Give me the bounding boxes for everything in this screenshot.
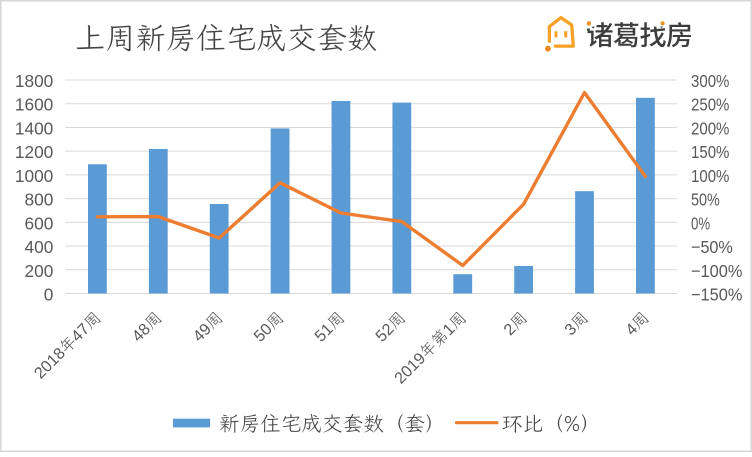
svg-text:250%: 250% [691, 95, 730, 115]
svg-text:1800: 1800 [15, 71, 54, 91]
svg-text:600: 600 [25, 213, 54, 233]
svg-text:−100%: −100% [691, 261, 743, 281]
svg-text:100%: 100% [691, 166, 730, 186]
svg-text:800: 800 [25, 190, 54, 210]
svg-text:0%: 0% [691, 213, 710, 233]
svg-text:−150%: −150% [691, 285, 743, 305]
svg-text:1600: 1600 [15, 95, 54, 115]
svg-text:200%: 200% [691, 118, 730, 138]
svg-text:1000: 1000 [15, 166, 54, 186]
svg-text:50%: 50% [691, 190, 720, 210]
svg-text:200: 200 [25, 261, 54, 281]
svg-text:1400: 1400 [15, 118, 54, 138]
svg-text:150%: 150% [691, 142, 730, 162]
svg-text:0: 0 [44, 285, 54, 305]
svg-text:1200: 1200 [15, 142, 54, 162]
svg-text:400: 400 [25, 237, 54, 257]
svg-text:300%: 300% [691, 71, 730, 91]
svg-text:−50%: −50% [691, 237, 733, 257]
